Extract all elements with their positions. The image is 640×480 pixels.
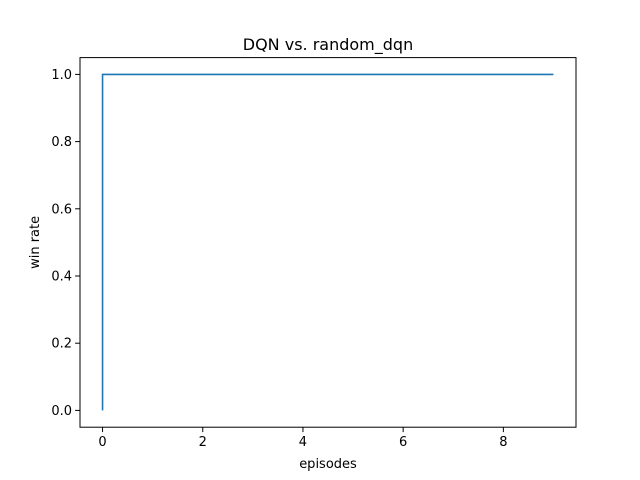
y-axis-label: win rate (28, 216, 43, 269)
y-axis: 0.0 0.2 0.4 0.6 0.8 1.0 (51, 68, 80, 419)
x-axis: 0 2 4 6 8 (98, 427, 507, 450)
x-tick-label: 0 (98, 435, 106, 450)
series-line (101, 73, 554, 411)
y-tick-label: 0.8 (51, 135, 72, 150)
y-tick-label: 1.0 (51, 68, 72, 83)
y-tick-label: 0.0 (51, 404, 72, 419)
x-axis-label: episodes (299, 457, 357, 472)
plot-area (79, 57, 577, 428)
x-tick-label: 2 (199, 435, 207, 450)
y-tick-label: 0.2 (51, 337, 72, 352)
y-tick-label: 0.4 (51, 270, 72, 285)
axes-frame (79, 57, 577, 428)
x-tick-label: 6 (399, 435, 407, 450)
x-tick-label: 4 (299, 435, 307, 450)
chart-title: DQN vs. random_dqn (243, 35, 413, 55)
y-tick-label: 0.6 (51, 202, 72, 217)
x-tick-label: 8 (499, 435, 507, 450)
series-layer (101, 73, 554, 411)
